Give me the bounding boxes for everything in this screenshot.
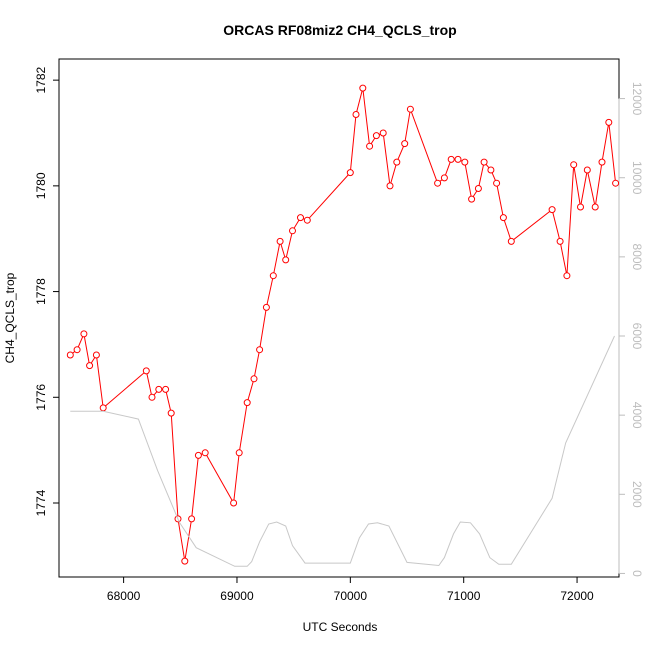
series-0-point-37 [406,105,414,113]
series-0-point-7 [148,393,156,401]
series-0-point-24 [282,256,290,264]
series-0-point-47 [493,179,501,187]
chart-title: ORCAS RF08miz2 CH4_QCLS_trop [223,22,456,38]
x-tick-label-0: 68000 [107,589,141,603]
series-0-point-23 [276,237,284,245]
series-0-point-12 [181,557,189,565]
series-0-point-20 [256,346,264,354]
x-axis: 68000 69000 70000 71000 72000 [107,577,594,603]
series-0-point-56 [591,203,599,211]
series-0-point-9 [162,385,170,393]
series-0-point-32 [372,132,380,140]
series-1-line [70,335,615,567]
series-0-point-38 [434,179,442,187]
y-right-tick-label-2: 4000 [630,402,644,429]
series-0-point-52 [563,272,571,280]
series-layer [66,84,620,567]
series-0-point-55 [583,166,591,174]
series-0-point-28 [346,169,354,177]
series-0-point-57 [598,158,606,166]
series-0-point-43 [468,195,476,203]
series-0-point-40 [447,155,455,163]
y-tick-label-1: 1776 [34,384,48,411]
series-0-point-59 [612,179,620,187]
series-0-point-17 [235,449,243,457]
series-0-point-6 [142,367,150,375]
y-right-tick-label-6: 12000 [630,82,644,116]
series-0-point-49 [507,237,515,245]
y-tick-label-4: 1782 [34,66,48,93]
y-tick-label-3: 1780 [34,172,48,199]
series-0-point-41 [454,155,462,163]
y-right-tick-label-0: 0 [630,570,644,577]
y-tick-label-2: 1778 [34,278,48,305]
series-0-point-26 [297,214,304,222]
series-0-point-18 [243,399,251,407]
series-0-point-35 [393,158,401,166]
series-0-point-22 [269,272,277,280]
series-0-point-3 [86,362,94,370]
series-0-point-51 [556,237,564,245]
series-0-point-46 [487,166,495,174]
series-0-point-25 [289,227,296,235]
series-0-point-13 [188,515,196,523]
series-0-point-10 [167,409,175,417]
series-0-point-44 [474,185,482,192]
y-axis-right: 0 2000 4000 6000 8000 10000 12000 [618,82,644,577]
y-right-tick-label-5: 10000 [630,161,644,195]
series-0-point-19 [250,375,258,383]
series-0-point-14 [194,451,202,459]
series-0-point-48 [499,214,507,222]
x-tick-label-3: 71000 [447,589,481,603]
series-0-point-5 [99,404,107,412]
series-0-point-58 [605,118,613,126]
x-tick-label-1: 69000 [220,589,254,603]
series-0-point-1 [73,346,81,354]
y-axis-left: 1774 1776 1778 1780 1782 [34,66,59,516]
y-axis-label: CH4_QCLS_trop [3,272,17,363]
y-right-tick-label-3: 6000 [630,323,644,350]
x-tick-label-2: 70000 [334,589,368,603]
series-0-point-30 [359,84,367,92]
series-0-point-8 [155,385,163,393]
series-0-point-36 [401,140,409,148]
series-0-point-27 [303,216,311,224]
x-axis-label: UTC Seconds [303,620,378,634]
series-0-point-15 [201,449,209,457]
series-0-point-29 [352,111,360,118]
series-0-point-21 [262,303,270,311]
series-0-point-54 [577,203,584,211]
series-0-point-4 [92,351,100,359]
series-0-point-33 [379,129,387,137]
series-0-point-2 [80,330,88,338]
x-tick-label-4: 72000 [560,589,594,603]
series-0-point-16 [230,499,238,507]
plot-frame [58,58,620,578]
series-0-point-53 [570,161,578,169]
series-0-line [69,87,617,562]
series-0-point-0 [66,351,74,359]
series-0-point-42 [461,158,469,166]
y-right-tick-label-1: 2000 [630,481,644,508]
series-0-point-39 [440,174,448,182]
series-0-point-34 [386,182,394,190]
y-tick-label-0: 1774 [34,489,48,516]
y-right-tick-label-4: 8000 [630,244,644,271]
series-0-point-31 [366,142,374,150]
series-0-point-45 [480,158,488,166]
series-0-point-50 [548,206,556,214]
